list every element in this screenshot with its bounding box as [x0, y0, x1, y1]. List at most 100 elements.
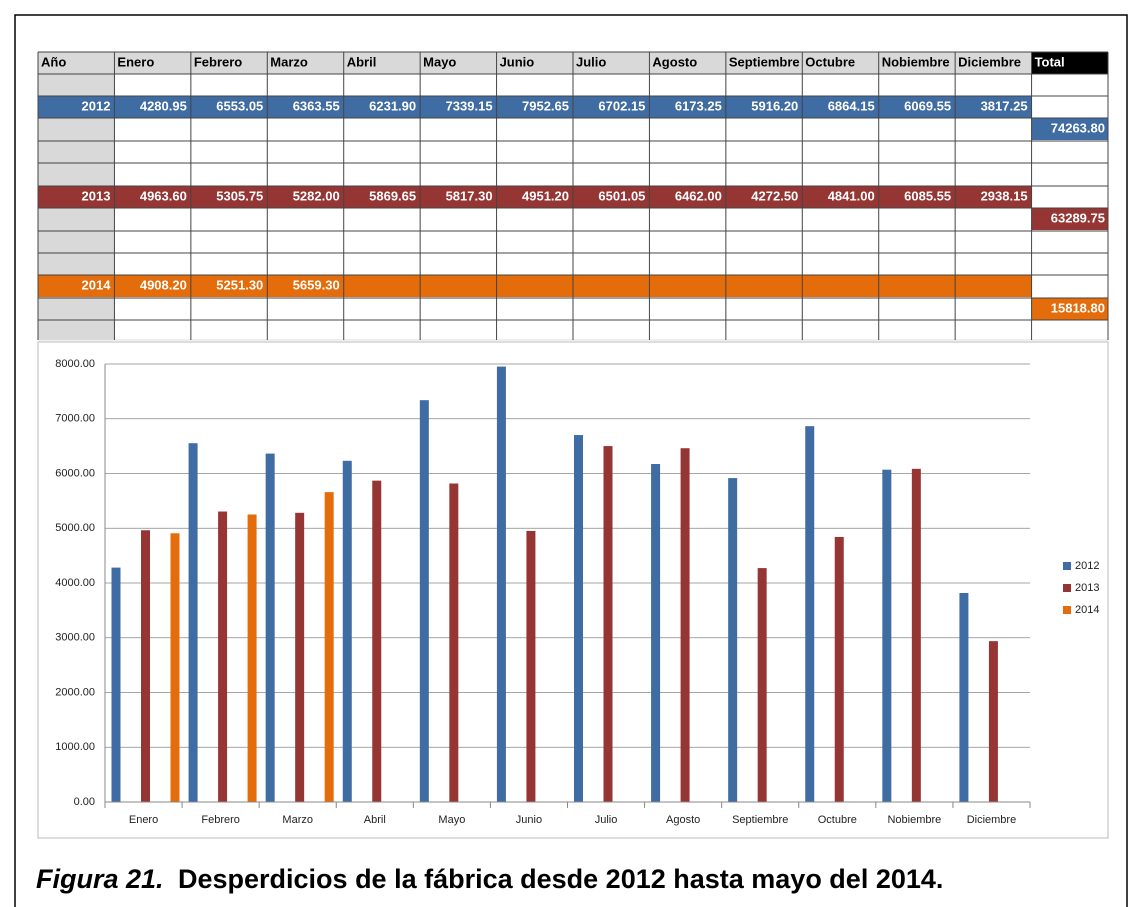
- y-tick-label: 8000.00: [55, 358, 95, 370]
- y-tick-label: 4000.00: [55, 577, 95, 589]
- total-value: 15818.80: [1051, 300, 1105, 315]
- total-cell: [1031, 208, 1108, 230]
- bar: [449, 483, 459, 802]
- value-cell: 6501.05: [598, 188, 645, 203]
- x-tick-label: Mayo: [438, 814, 465, 826]
- bar: [496, 366, 506, 802]
- value-cell: 5251.30: [216, 277, 263, 292]
- value-cell: 5916.20: [751, 98, 798, 113]
- header-cell: Octubre: [805, 54, 855, 69]
- bar: [728, 478, 738, 802]
- bar: [342, 460, 352, 802]
- value-cell: 7952.65: [522, 98, 569, 113]
- bar: [295, 512, 305, 802]
- bar: [188, 443, 198, 802]
- value-cell: 6069.55: [904, 98, 951, 113]
- x-tick-label: Diciembre: [967, 814, 1017, 826]
- header-cell: Septiembre: [729, 54, 800, 69]
- caption-label: Figura 21.: [36, 864, 164, 894]
- header-cell: Nobiembre: [882, 54, 950, 69]
- value-cell: 4841.00: [828, 188, 875, 203]
- value-cell: 5659.30: [293, 277, 340, 292]
- header-cell: Enero: [117, 54, 154, 69]
- chart-frame: [37, 341, 1109, 839]
- value-cell: 5282.00: [293, 188, 340, 203]
- year-cell: 2013: [82, 188, 111, 203]
- y-tick-label: 6000.00: [55, 467, 95, 479]
- bar: [574, 435, 583, 802]
- value-cell: 7339.15: [446, 98, 493, 113]
- bar: [247, 514, 257, 802]
- x-tick-label: Agosto: [666, 814, 700, 826]
- bar: [834, 536, 844, 802]
- total-cell: [1031, 118, 1108, 140]
- header-cell: Año: [41, 54, 66, 69]
- x-tick-label: Junio: [516, 814, 542, 826]
- value-cell: 2938.15: [981, 188, 1028, 203]
- value-cell: 6864.15: [828, 98, 875, 113]
- x-tick-label: Nobiembre: [887, 814, 941, 826]
- value-cell: 6462.00: [675, 188, 722, 203]
- value-cell: 4908.20: [140, 277, 187, 292]
- y-tick-label: 2000.00: [55, 686, 95, 698]
- bar: [680, 448, 690, 802]
- bar: [111, 567, 121, 802]
- value-cell: 3817.25: [981, 98, 1028, 113]
- header-cell: Mayo: [423, 54, 456, 69]
- header-cell: Julio: [576, 54, 606, 69]
- bar: [757, 568, 767, 802]
- value-cell: 6553.05: [216, 98, 263, 113]
- value-cell: 4272.50: [751, 188, 798, 203]
- x-tick-label: Julio: [595, 814, 618, 826]
- bar: [170, 533, 180, 802]
- value-cell: 4280.95: [140, 98, 187, 113]
- header-cell: Diciembre: [958, 54, 1021, 69]
- value-cell: 6231.90: [369, 98, 416, 113]
- header-cell: Total: [1035, 54, 1065, 69]
- x-tick-label: Enero: [129, 814, 158, 826]
- y-tick-label: 7000.00: [55, 413, 95, 425]
- caption-text: Desperdicios de la fábrica desde 2012 ha…: [178, 864, 943, 894]
- bar: [651, 464, 661, 802]
- legend-swatch: [1063, 584, 1071, 592]
- year-row: [38, 96, 1032, 118]
- y-tick-label: 3000.00: [55, 632, 95, 644]
- year-cell: 2014: [82, 277, 112, 292]
- legend-label: 2014: [1075, 604, 1099, 616]
- value-cell: 6363.55: [293, 98, 340, 113]
- bar: [805, 426, 815, 802]
- bar: [419, 400, 429, 802]
- year-cell: 2012: [82, 98, 111, 113]
- page-border: [14, 14, 1128, 907]
- bar: [882, 469, 892, 802]
- x-tick-label: Octubre: [818, 814, 857, 826]
- x-tick-label: Marzo: [282, 814, 313, 826]
- header-cell: Abril: [347, 54, 377, 69]
- bar: [324, 492, 334, 802]
- bar: [372, 480, 382, 802]
- legend-swatch: [1063, 562, 1071, 570]
- value-cell: 6173.25: [675, 98, 722, 113]
- bar: [911, 468, 921, 802]
- value-cell: 6085.55: [904, 188, 951, 203]
- bar: [959, 593, 969, 802]
- total-value: 74263.80: [1051, 120, 1105, 135]
- bar: [526, 530, 536, 802]
- y-tick-label: 1000.00: [55, 741, 95, 753]
- bar: [141, 530, 150, 802]
- year-row: [38, 186, 1032, 208]
- value-cell: 5817.30: [446, 188, 493, 203]
- value-cell: 5305.75: [216, 188, 263, 203]
- header-cell: Febrero: [194, 54, 242, 69]
- bar: [988, 641, 998, 802]
- header-row: [38, 52, 1032, 74]
- x-tick-label: Septiembre: [732, 814, 788, 826]
- legend-label: 2012: [1075, 560, 1099, 572]
- header-cell: Marzo: [270, 54, 308, 69]
- y-tick-label: 0.00: [74, 796, 95, 808]
- bar: [603, 446, 613, 802]
- value-cell: 6702.15: [598, 98, 645, 113]
- value-cell: 4963.60: [140, 188, 187, 203]
- x-tick-label: Abril: [364, 814, 386, 826]
- y-tick-label: 5000.00: [55, 522, 95, 534]
